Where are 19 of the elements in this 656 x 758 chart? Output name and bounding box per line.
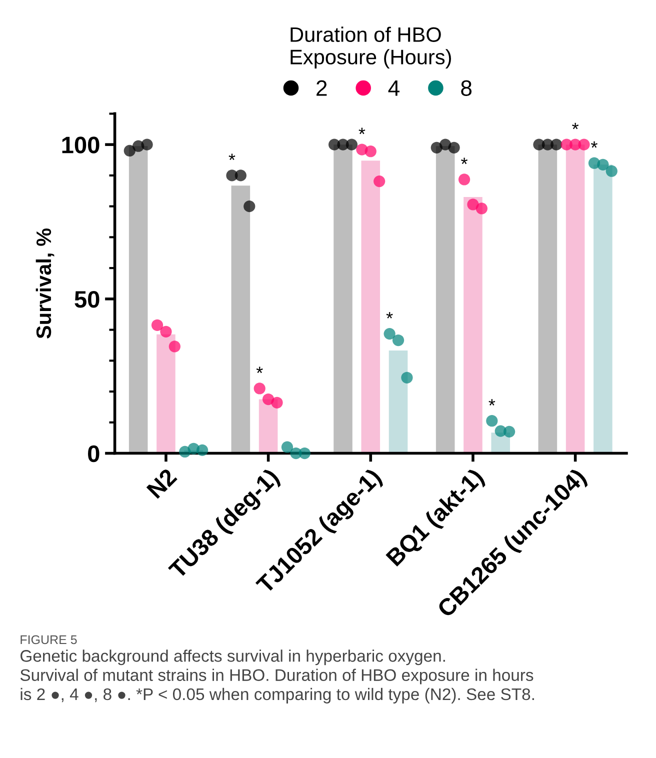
y-tick-label: 50 — [74, 290, 100, 308]
data-label: * — [591, 141, 598, 148]
y-tick-label: 0 — [88, 445, 100, 462]
legend-title: Duration of HBO Exposure (Hours) — [290, 26, 451, 69]
data-label: * — [256, 366, 263, 374]
legend-label: 2 — [316, 80, 327, 96]
data-label: * — [461, 158, 468, 164]
data-label: * — [358, 128, 366, 134]
y-axis-title: Survival, % — [36, 228, 54, 338]
data-label: * — [488, 399, 496, 406]
data-label: * — [228, 154, 236, 160]
legend-label: 8 — [461, 80, 472, 96]
caption: FIGURE 5 — [20, 635, 77, 644]
y-tick-label: 100 — [62, 136, 100, 154]
legend-label: 4 — [388, 80, 400, 96]
data-label: * — [572, 122, 579, 130]
data-label: * — [386, 312, 393, 318]
text: Genetic background affects survival in hyperbaric oxygen. Survival of mutant strains in HBO. Duration of HBO exposure in hours is 2 ●, 4 ●, 8 ●. *P < 0.05 when comparing to wild type (N2). See ST8. — [20, 650, 534, 704]
x-tick-label: N2 — [146, 468, 178, 499]
